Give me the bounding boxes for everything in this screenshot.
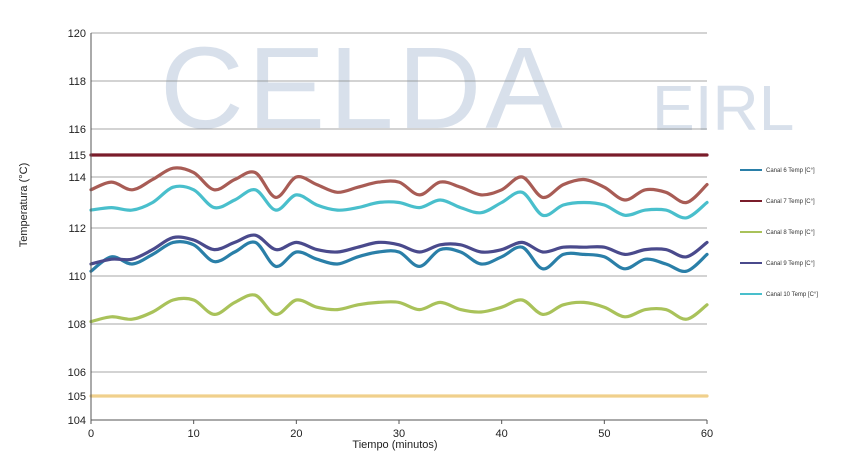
y-tick-label: 104: [68, 415, 86, 427]
y-tick-label: 110: [68, 271, 86, 283]
legend-label-5: Canal 10 Temp [C°]: [766, 292, 818, 298]
y-tick-label: 120: [68, 28, 86, 40]
x-tick-label: 50: [598, 428, 610, 440]
y-axis-title: Temperatura (°C): [18, 163, 30, 247]
y-tick-label: 105: [68, 391, 86, 403]
watermark-main: CELDA: [160, 23, 567, 153]
y-tick-label: 116: [68, 124, 86, 136]
legend-label-3: Canal 8 Temp [C°]: [766, 230, 815, 236]
legend-label-1: Canal 6 Temp [C°]: [766, 168, 815, 174]
x-tick-label: 60: [701, 428, 713, 440]
x-axis-ticks: 0 10 20 30 40 50 60: [88, 420, 713, 440]
series-group: [89, 153, 709, 398]
watermark: CELDA EIRL: [160, 23, 794, 153]
y-axis-ticks: 104 105 106 108 110 112 114 115 116 118 120: [68, 28, 86, 427]
y-tick-label: 106: [68, 367, 86, 379]
y-tick-label: 108: [68, 319, 86, 331]
series-line-6: [89, 166, 709, 205]
x-tick-label: 40: [496, 428, 508, 440]
series-line-5: [89, 184, 709, 220]
legend-label-2: Canal 7 Temp [C°]: [766, 199, 815, 205]
y-tick-label: 114: [68, 172, 86, 184]
x-tick-label: 20: [290, 428, 302, 440]
legend-label-4: Canal 9 Temp [C°]: [766, 261, 815, 267]
x-axis-title: Tiempo (minutos): [352, 439, 437, 451]
series-line-4: [89, 233, 709, 266]
x-tick-label: 0: [88, 428, 94, 440]
x-tick-label: 30: [393, 428, 405, 440]
series-line-3: [89, 293, 709, 324]
y-tick-label: 115: [68, 150, 86, 162]
y-tick-label: 118: [68, 76, 86, 88]
legend: Canal 6 Temp [C°] Canal 7 Temp [C°] Canal …: [740, 168, 818, 298]
watermark-suffix: EIRL: [652, 72, 794, 144]
x-tick-label: 10: [188, 428, 200, 440]
y-tick-label: 112: [68, 223, 86, 235]
series-line-1: [89, 240, 709, 274]
